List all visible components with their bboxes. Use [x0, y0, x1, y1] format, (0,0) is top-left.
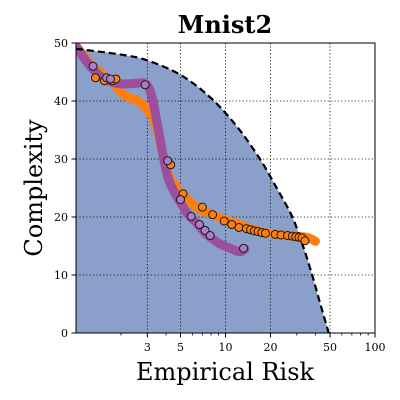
frontier-line — [76, 47, 330, 333]
orange-point — [208, 210, 218, 220]
purple-point — [88, 61, 98, 71]
purple-point — [163, 156, 173, 166]
purple-point — [105, 74, 115, 84]
orange-point — [90, 73, 100, 83]
orange-point — [234, 222, 244, 232]
orange-point — [300, 236, 310, 246]
y-tick-label: 10 — [54, 269, 68, 282]
x-tick-label: 10 — [219, 341, 233, 354]
chart-title: Mnist2 — [178, 10, 272, 39]
purple-trend-line — [76, 43, 250, 257]
x-tick-label: 3 — [144, 341, 151, 354]
y-tick-label: 30 — [54, 153, 68, 166]
purple-point — [194, 220, 204, 230]
x-axis-label: Empirical Risk — [136, 358, 315, 386]
feasible-region — [76, 48, 329, 333]
y-tick-label: 0 — [61, 327, 68, 340]
x-tick-label: 50 — [323, 341, 337, 354]
purple-point — [140, 80, 150, 90]
purple-point — [239, 243, 249, 253]
x-tick-label: 5 — [177, 341, 184, 354]
x-tick-label: 20 — [264, 341, 278, 354]
orange-point — [219, 216, 229, 226]
y-axis-label: Complexity — [20, 119, 48, 257]
orange-point — [197, 202, 207, 212]
orange-point — [260, 228, 270, 238]
y-tick-label: 40 — [54, 95, 68, 108]
purple-point — [186, 211, 196, 221]
purple-point — [205, 231, 215, 241]
x-tick-label: 100 — [365, 341, 386, 354]
y-tick-label: 50 — [54, 37, 68, 50]
purple-point — [175, 195, 185, 205]
y-tick-label: 20 — [54, 211, 68, 224]
